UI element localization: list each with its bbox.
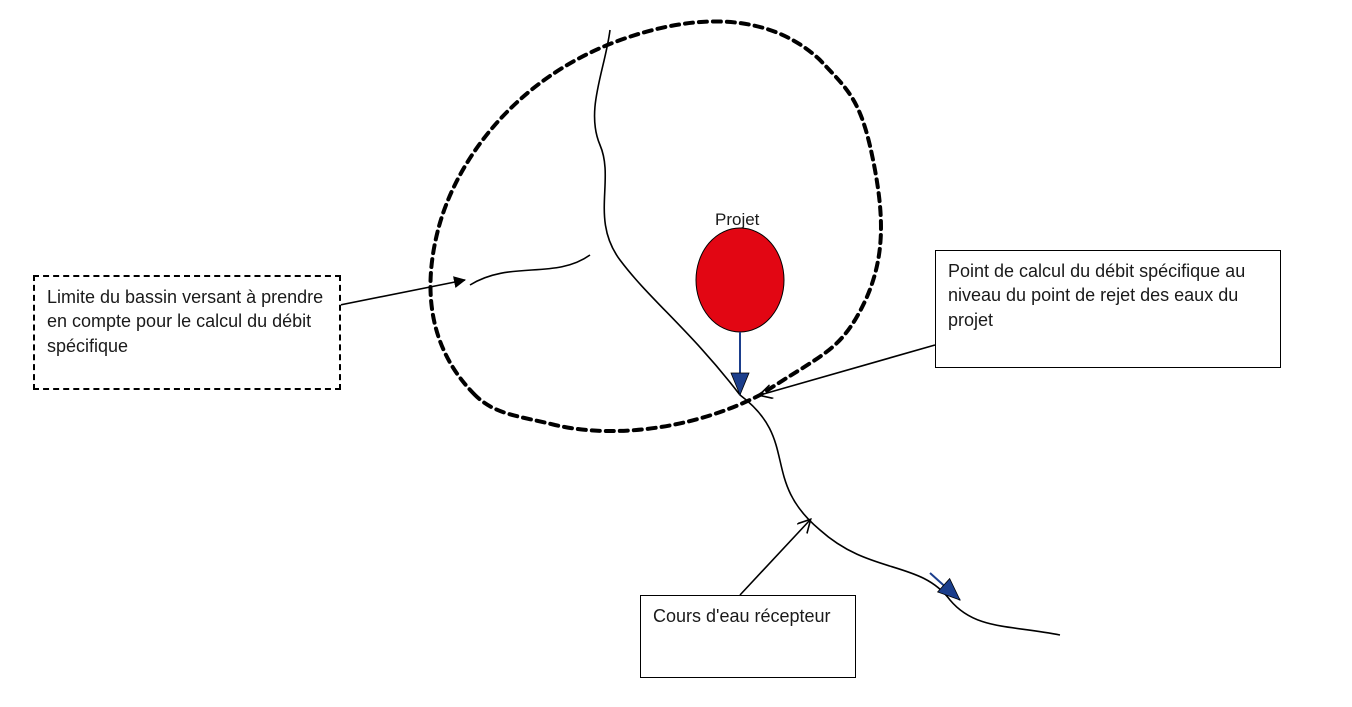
projet-marker [696, 228, 784, 332]
stream-path-1 [470, 255, 590, 285]
basin-limit-callout-text: Limite du bassin versant à prendre en co… [47, 287, 323, 356]
projet-label: Projet [715, 210, 759, 230]
flow-arrow-stem [930, 573, 960, 600]
basin-limit-callout-box: Limite du bassin versant à prendre en co… [33, 275, 341, 390]
watercourse-callout-box: Cours d'eau récepteur [640, 595, 856, 678]
watercourse-callout-text: Cours d'eau récepteur [653, 606, 831, 626]
callout-arrow-right_box [760, 345, 935, 395]
flow-arrow-head [938, 579, 960, 600]
flow-arrow-head [731, 373, 749, 395]
callout-arrow-bottom_box [740, 520, 810, 595]
calc-point-callout-text: Point de calcul du débit spécifique au n… [948, 261, 1245, 330]
basin-boundary [430, 21, 881, 431]
calc-point-callout-box: Point de calcul du débit spécifique au n… [935, 250, 1281, 368]
